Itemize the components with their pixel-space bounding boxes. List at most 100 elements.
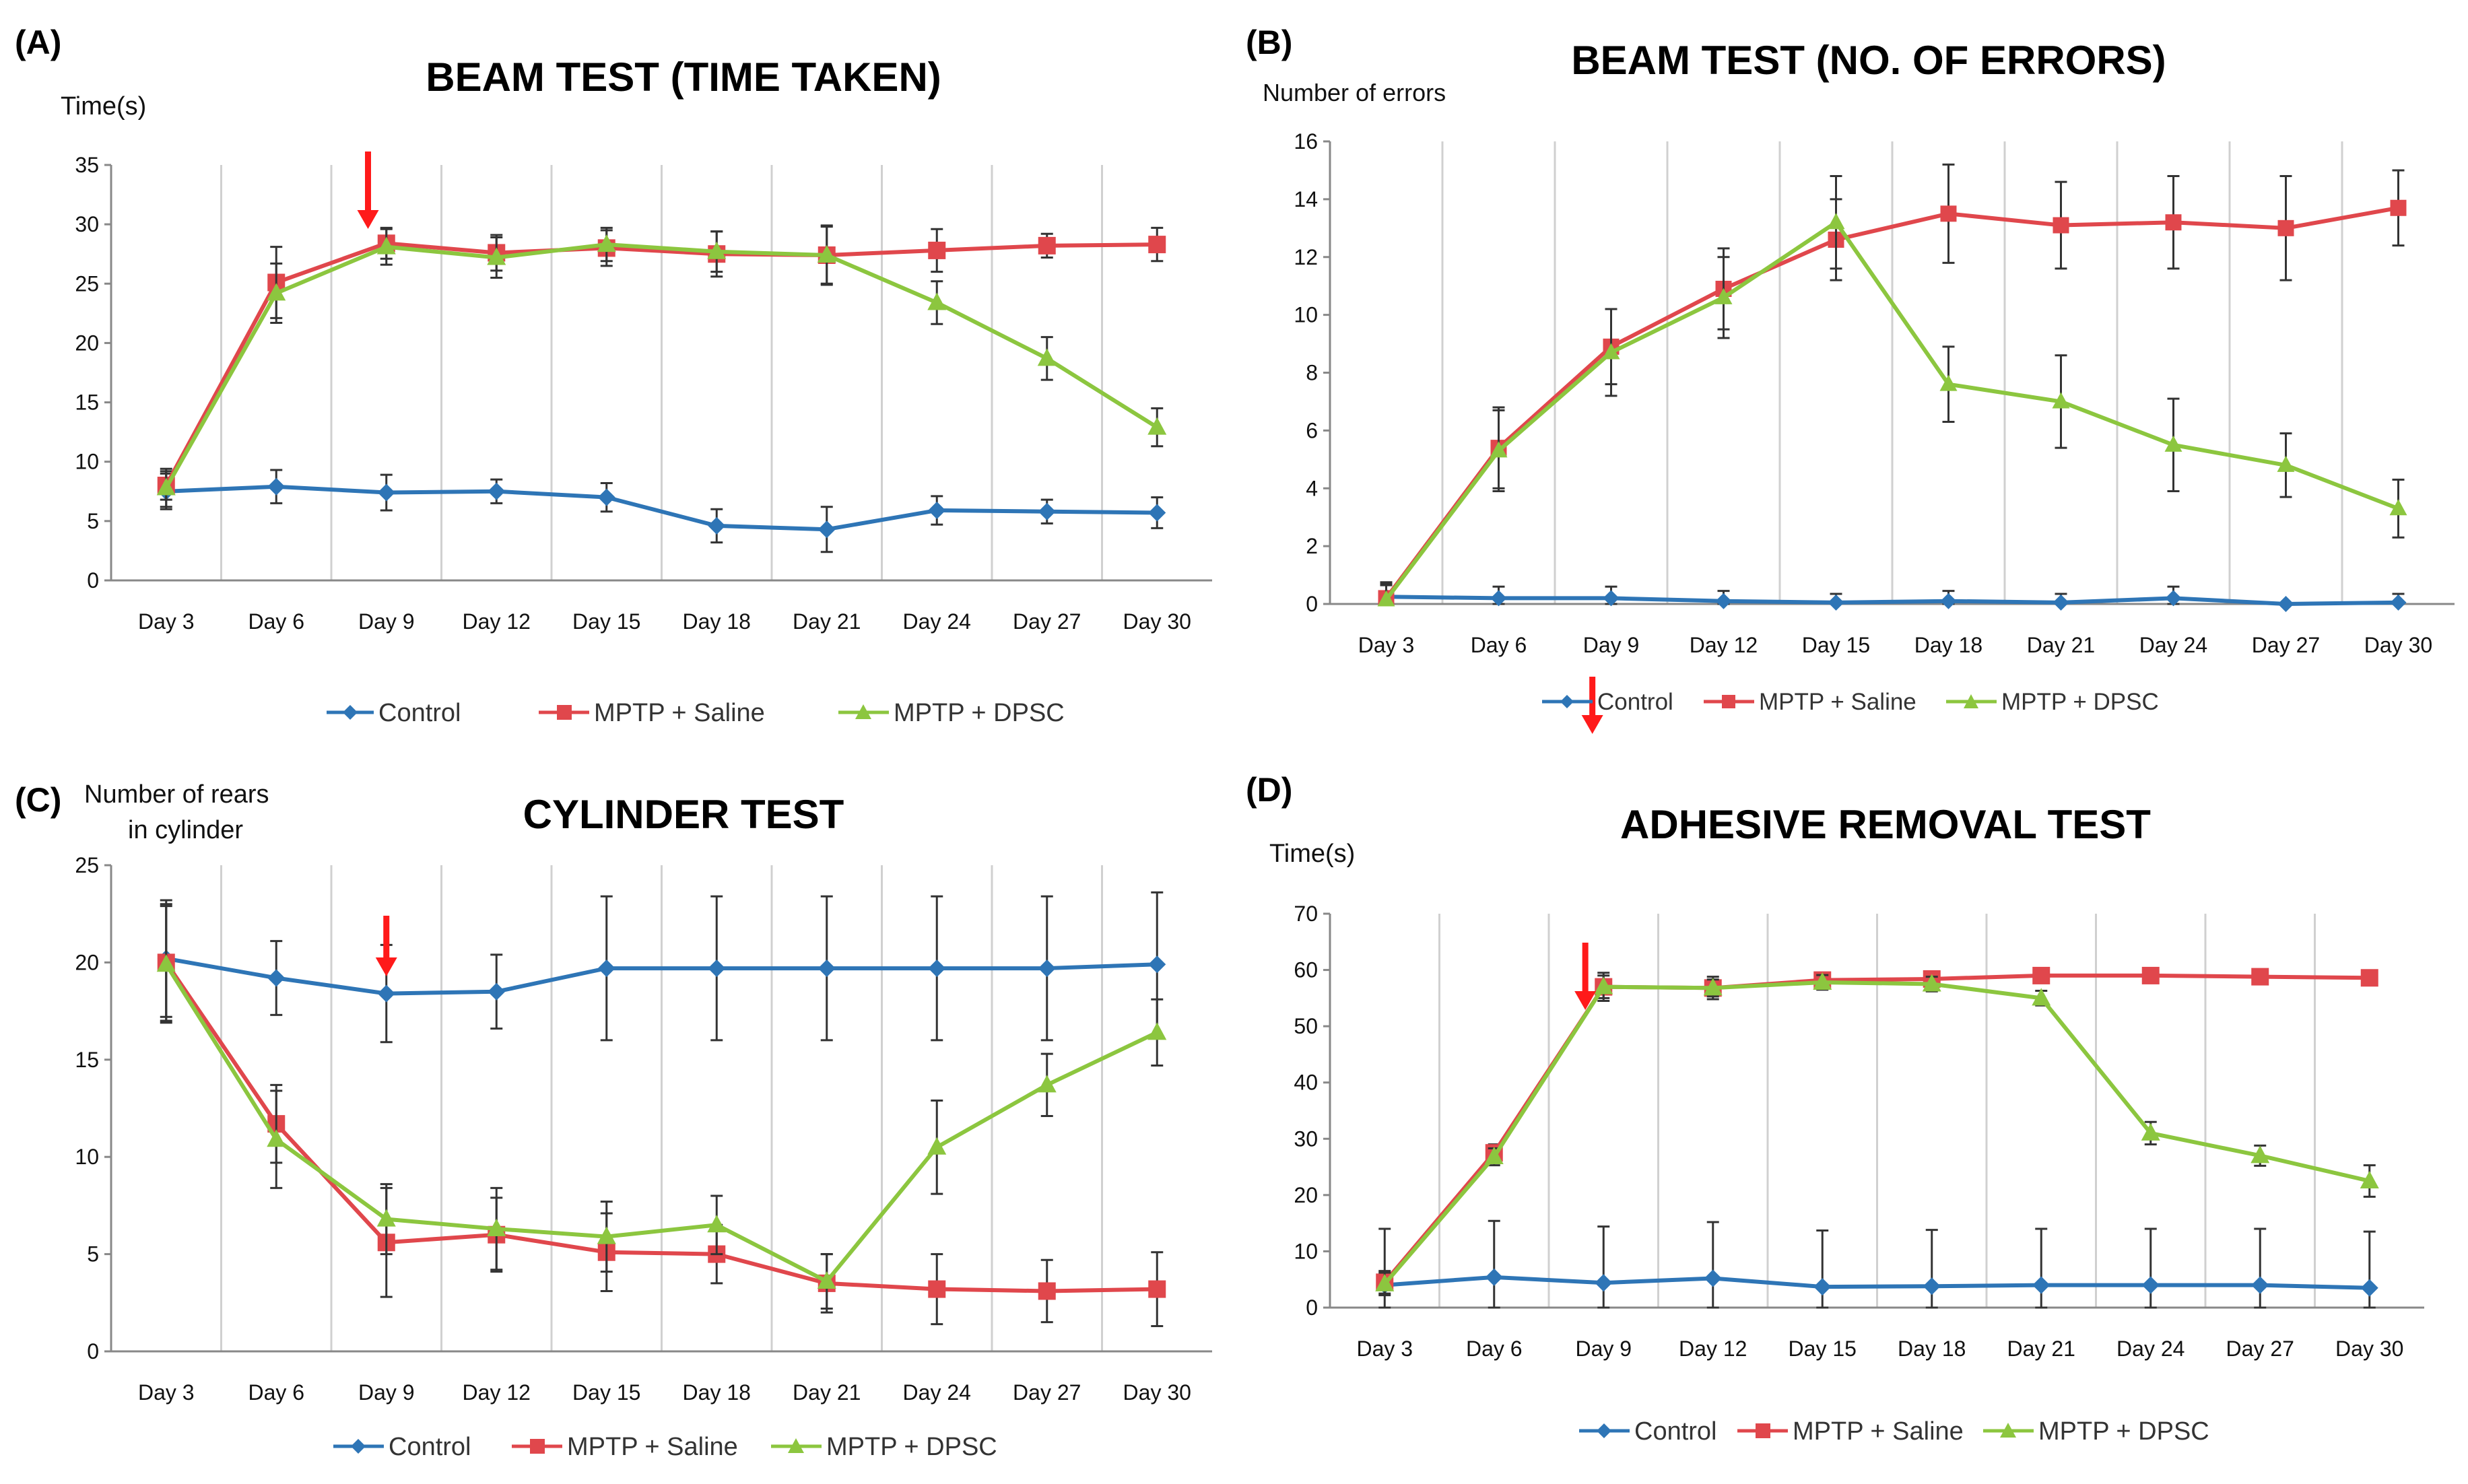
panel-a-control-point (708, 516, 726, 535)
panel-d-control-point (2360, 1279, 2378, 1297)
panel-d-dpsc-point (2360, 1170, 2379, 1188)
panel-b-control-point (2053, 594, 2069, 611)
panel-c-dpsc-point (597, 1226, 616, 1244)
panel-b-xtick-label: Day 21 (2027, 633, 2095, 657)
panel-b-letter: (B) (1246, 24, 1292, 61)
panel-a-control-point (267, 477, 286, 496)
panel-b-dpsc-point (1939, 374, 1958, 391)
legend-control-label: Control (1597, 689, 1673, 715)
legend-saline-label: MPTP + Saline (1759, 689, 1916, 715)
panel-b-dpsc-point (1377, 590, 1395, 607)
panel-c-xtick-label: Day 18 (683, 1380, 751, 1405)
panel-c-control-point (1148, 955, 1166, 974)
panel-a-ytick-label: 0 (87, 568, 99, 593)
legend-control-label: Control (389, 1433, 471, 1461)
panel-b-dpsc-point (2052, 392, 2070, 409)
panel-d-control-point (1595, 1274, 1613, 1292)
panel-c-control-point (708, 959, 726, 978)
panel-a-dpsc-point (267, 283, 286, 301)
legend-dpsc-label: MPTP + DPSC (826, 1433, 997, 1461)
panel-d-xtick-label: Day 6 (1466, 1337, 1523, 1361)
panel-d-xtick-label: Day 18 (1898, 1337, 1966, 1361)
panel-c-dpsc-point (1147, 1022, 1167, 1040)
panel-d-dpsc-point (1375, 1273, 1395, 1291)
panel-d-ytick-label: 20 (1294, 1183, 1318, 1207)
panel-c-dpsc-point (817, 1271, 836, 1289)
panel-d-ytick-label: 0 (1306, 1295, 1318, 1320)
panel-b-ytick-label: 8 (1306, 361, 1318, 385)
panel-a-ylabel: Time(s) (61, 92, 146, 121)
panel-c-dpsc-point (927, 1137, 947, 1155)
panel-c-control-point (488, 982, 506, 1001)
panel-b-dpsc-point (2277, 455, 2295, 472)
panel-b-dpsc-point (1827, 213, 1845, 230)
legend-saline-label: MPTP + Saline (1793, 1417, 1964, 1446)
panel-a-xtick-label: Day 21 (793, 609, 861, 634)
panel-a-xtick-label: Day 27 (1013, 609, 1081, 634)
panel-b-dpsc-point (2164, 435, 2182, 452)
panel-a-xtick-label: Day 9 (358, 609, 415, 634)
panel-a-control-point (377, 483, 395, 502)
panel-a-dpsc-point (597, 234, 616, 252)
panel-d-dpsc-point (1484, 1147, 1504, 1165)
panel-a-dpsc-point (487, 247, 506, 265)
panel-d-ylabel: Time(s) (1269, 840, 1355, 868)
panel-d-ytick-label: 50 (1294, 1014, 1318, 1038)
panel-a-treatment-arrow-head (357, 210, 379, 229)
panel-b-ytick-label: 2 (1306, 534, 1318, 558)
legend-dpsc-marker (788, 1438, 804, 1453)
panel-d-dpsc-line (1382, 980, 2370, 1285)
panel-a-dpsc-point (1037, 348, 1057, 366)
panel-a-saline-line (164, 241, 1158, 487)
panel-c-ytick-label: 5 (87, 1242, 99, 1267)
panel-b-ytick-label: 6 (1306, 418, 1318, 442)
panel-d-dpsc-point (2032, 988, 2051, 1006)
panel-a-xtick-label: Day 6 (248, 609, 304, 634)
panel-d-ytick-label: 30 (1294, 1126, 1318, 1151)
panel-b-ytick-label: 14 (1294, 187, 1318, 211)
panel-c-saline-point (928, 1280, 946, 1298)
panel-a-dpsc-point (927, 292, 947, 310)
panel-a: (A) BEAM TEST (TIME TAKEN) Time(s) 0 5 10 1… (15, 24, 1212, 727)
legend-saline-marker (1756, 1423, 1770, 1438)
legend-control-marker (343, 705, 358, 720)
legend-control-label: Control (1634, 1417, 1717, 1446)
panel-c-ylabel-line-2: in cylinder (128, 816, 243, 844)
panel-d-xtick-label: Day 9 (1575, 1337, 1632, 1361)
panel-b-ylabel: Number of errors (1263, 79, 1446, 106)
panel-c-saline-point (1148, 1280, 1166, 1298)
legend-saline-marker (530, 1439, 545, 1454)
panel-a-ytick-label: 10 (75, 450, 99, 474)
panel-a-saline-point (1148, 236, 1166, 254)
legend-saline-marker (557, 705, 572, 720)
panel-c-treatment-arrow-head (375, 957, 397, 976)
panel-d-control-point (1923, 1277, 1941, 1295)
panel-b-saline-line (1385, 205, 2399, 600)
panel-c-title: CYLINDER TEST (523, 792, 844, 837)
panel-b-xtick-label: Day 12 (1690, 633, 1758, 657)
panel-a-xtick-label: Day 30 (1123, 609, 1191, 634)
panel-a-control-line (166, 484, 1158, 532)
panel-b-control-point (2390, 594, 2407, 611)
panel-c-letter: (C) (15, 781, 61, 819)
panel-a-ytick-label: 15 (75, 391, 99, 415)
panel-b-xtick-label: Day 18 (1914, 633, 1982, 657)
panel-a-ytick-label: 25 (75, 271, 99, 296)
panel-b-control-point (1490, 590, 1507, 607)
legend-dpsc-label: MPTP + DPSC (894, 699, 1065, 727)
panel-d: (D) ADHESIVE REMOVAL TEST Time(s) 0 10 20 3… (1246, 771, 2424, 1446)
panel-b-dpsc-point (1602, 343, 1620, 360)
panel-a-dpsc-point (156, 477, 176, 496)
panel-b-xtick-label: Day 6 (1471, 633, 1527, 657)
legend-dpsc-marker (2000, 1423, 2016, 1438)
panel-a-title: BEAM TEST (TIME TAKEN) (426, 55, 941, 100)
legend-dpsc-label: MPTP + DPSC (2001, 689, 2159, 715)
panel-a-control-point (1038, 502, 1056, 520)
panel-d-xtick-label: Day 15 (1789, 1337, 1857, 1361)
panel-d-control-point (1704, 1269, 1722, 1287)
panel-b-xtick-label: Day 9 (1583, 633, 1640, 657)
panel-b-xtick-label: Day 27 (2252, 633, 2320, 657)
panel-c-ytick-label: 25 (75, 853, 99, 877)
panel-d-xtick-label: Day 3 (1356, 1337, 1413, 1361)
